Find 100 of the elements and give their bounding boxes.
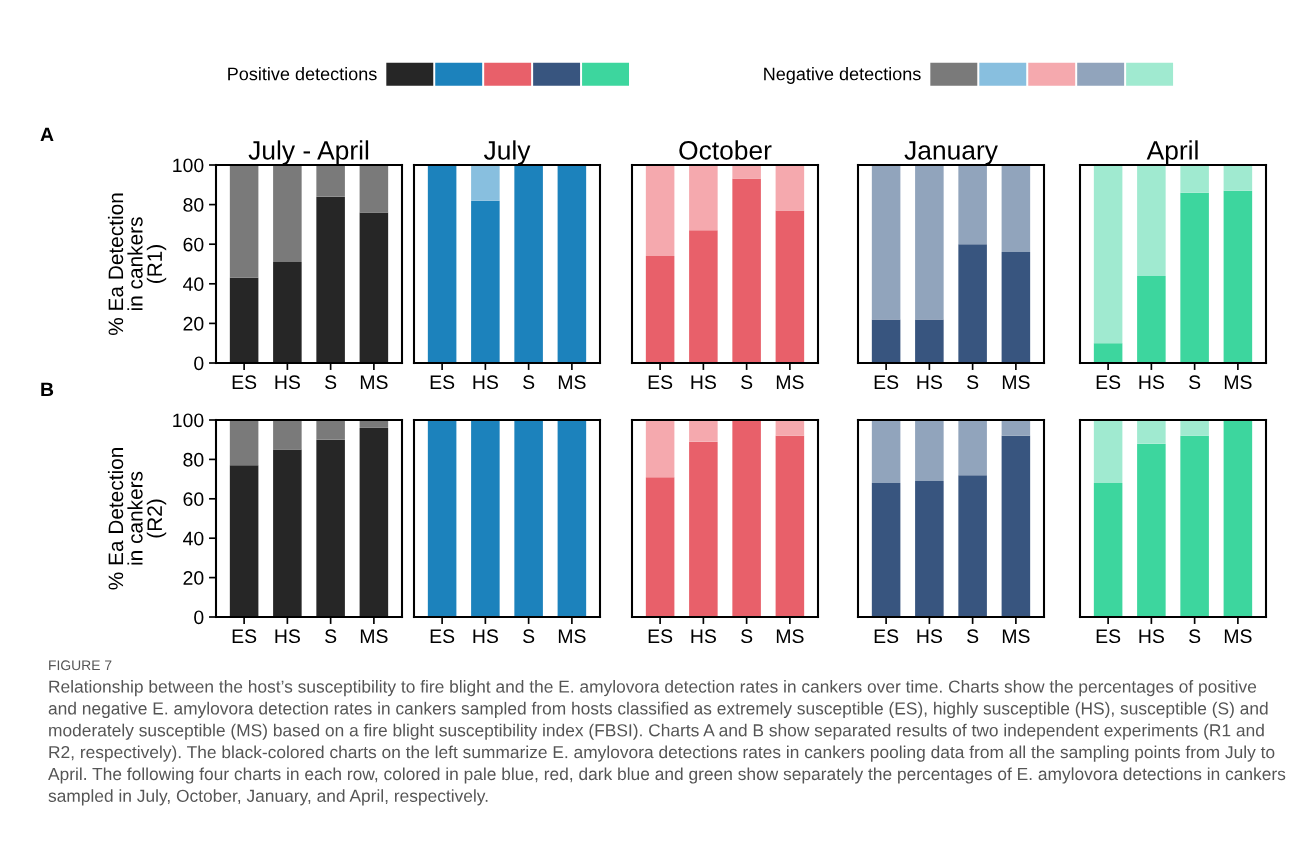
text: B <box>41 382 54 397</box>
x-tick-label: HS <box>691 629 716 644</box>
bar <box>871 483 901 617</box>
bar <box>689 230 718 363</box>
x-tick-label: ES <box>232 375 257 390</box>
chart-title: July - April <box>248 140 369 165</box>
bar <box>871 165 901 320</box>
bar <box>229 165 259 278</box>
x-tick-label: ES <box>648 375 673 390</box>
x-tick-label: HS <box>917 629 942 644</box>
y-tick-label: 40 <box>183 531 204 546</box>
bar <box>645 165 675 257</box>
x-tick-label: S <box>967 375 979 390</box>
bar <box>273 262 302 363</box>
bar <box>958 420 987 476</box>
bar <box>229 465 259 617</box>
x-tick-label: S <box>325 375 337 390</box>
bar <box>689 165 718 231</box>
x-tick-label: S <box>1189 375 1201 390</box>
x-tick-label: S <box>523 629 535 644</box>
bar <box>871 319 901 363</box>
bar <box>359 165 389 213</box>
x-tick-label: S <box>1189 629 1201 644</box>
bar <box>775 165 805 211</box>
bar <box>1001 435 1031 617</box>
x-tick-label: S <box>741 375 753 390</box>
text: Relationship between the host’s susceptibility to fire blight and the E. amylovora detection rates in cankers over time. Charts show the percentages of positive and negative E. amylovora detection rates in cankers sampled from hosts classified as extremely susceptible (ES), highly susceptible (HS), susceptible (S) and moderately susceptible (MS) based on a fire blight susceptibility index (FBSI). Charts A and B show separated results of two independent experiments (R1 and R2, respectively). The black-colored charts on the left summarize E. amylovora detections rates in cankers pooling data from all the sampling points from July to April. The following four charts in each row, colored in pale blue, red, dark blue and green show separately the percentages of E. amylovora detections in cankers sampled in July, October, January, and April, respectively. <box>48 680 1286 806</box>
bar <box>915 481 944 617</box>
y-tick-label: 60 <box>183 492 204 507</box>
bar <box>645 477 675 617</box>
y-tick-label: 80 <box>183 198 204 212</box>
bar <box>732 420 761 617</box>
y-tick-label: 0 <box>194 356 204 371</box>
bar <box>915 319 944 363</box>
bar <box>273 165 302 263</box>
legend-label: Positive detections <box>228 67 377 81</box>
chart-title: October <box>679 140 772 160</box>
bar <box>1180 192 1209 363</box>
y-axis-title: % Ea Detection in cankers (R2) <box>107 448 167 590</box>
x-tick-label: ES <box>430 375 455 390</box>
legend-label: Negative detections <box>764 67 921 84</box>
x-tick-label: S <box>741 629 753 644</box>
bar <box>229 277 259 363</box>
bar <box>958 165 987 245</box>
x-tick-label: MS <box>776 375 804 390</box>
bar <box>273 420 302 450</box>
bar <box>689 441 718 617</box>
x-tick-label: HS <box>275 375 300 390</box>
bar <box>1093 165 1123 344</box>
x-tick-label: MS <box>558 375 586 390</box>
bar <box>732 165 761 179</box>
x-tick-label: ES <box>874 629 899 644</box>
bar <box>1180 165 1209 193</box>
bar <box>775 420 805 436</box>
bar <box>732 178 761 363</box>
y-tick-label: 60 <box>183 237 204 252</box>
bar <box>316 165 345 197</box>
bar <box>775 210 805 363</box>
x-tick-label: MS <box>1224 375 1252 390</box>
bar <box>1093 483 1123 617</box>
bar <box>958 244 987 363</box>
bar <box>915 420 944 482</box>
bar <box>1137 420 1166 444</box>
y-tick-label: 40 <box>183 277 204 292</box>
bar <box>1180 420 1209 436</box>
bar <box>915 165 944 320</box>
text: A <box>40 127 54 142</box>
bar <box>1223 420 1253 617</box>
bar <box>359 427 389 617</box>
bar <box>1001 252 1031 363</box>
y-tick-label: 20 <box>183 316 204 331</box>
bar <box>359 212 389 363</box>
x-tick-label: ES <box>430 629 455 644</box>
x-tick-label: HS <box>691 375 716 390</box>
x-tick-label: HS <box>275 629 300 644</box>
x-tick-label: MS <box>360 375 388 390</box>
bar <box>1223 190 1253 363</box>
bar <box>689 420 718 442</box>
bar <box>273 449 302 617</box>
x-tick-label: S <box>523 375 535 390</box>
bar <box>1001 165 1031 253</box>
bar <box>1180 435 1209 617</box>
bar <box>1137 165 1166 276</box>
y-tick-label: 0 <box>194 610 204 625</box>
x-tick-label: HS <box>1139 375 1164 390</box>
chart-title: January <box>904 141 998 165</box>
bar <box>316 420 345 440</box>
x-tick-label: ES <box>1096 629 1121 644</box>
x-tick-label: S <box>967 629 979 644</box>
x-tick-label: MS <box>1002 629 1030 644</box>
x-tick-label: ES <box>1096 375 1121 390</box>
bar <box>645 256 675 363</box>
x-tick-label: HS <box>1139 629 1164 644</box>
x-tick-label: ES <box>648 629 673 644</box>
chart-title: April <box>1146 140 1198 165</box>
bar <box>775 435 805 617</box>
bar <box>1137 275 1166 363</box>
x-tick-label: ES <box>874 375 899 390</box>
y-tick-label: 20 <box>183 571 204 585</box>
x-tick-label: MS <box>558 629 586 644</box>
